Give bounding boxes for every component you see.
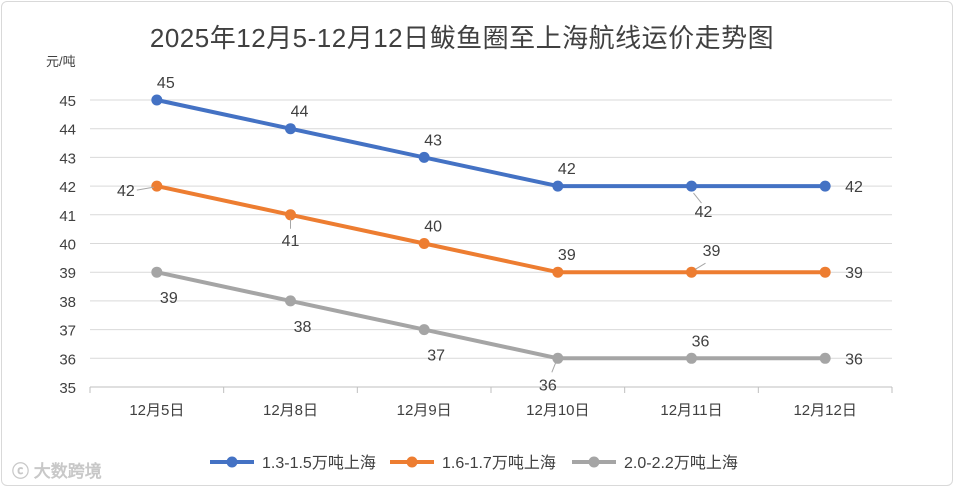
data-point: [819, 180, 831, 192]
y-tick-label: 42: [59, 179, 76, 196]
data-point: [686, 180, 697, 192]
y-tick-label: 44: [59, 122, 76, 139]
watermark-icon: ⓒ: [12, 462, 29, 481]
data-point: [552, 266, 564, 278]
series-line-2: [154, 184, 828, 275]
data-point: [686, 266, 697, 278]
data-point: [418, 238, 430, 249]
legend-label: 1.3-1.5万吨上海: [262, 454, 376, 472]
y-tick-label: 43: [59, 150, 76, 167]
legend-label: 2.0-2.2万吨上海: [624, 454, 738, 472]
x-tick-label: 12月9日: [397, 402, 452, 419]
watermark-logo: ⓒ 大数跨境: [12, 457, 102, 482]
data-point: [285, 123, 296, 135]
y-tick-label: 36: [59, 351, 76, 368]
y-tick-label: 40: [59, 237, 76, 254]
y-axis-label: 元/吨: [46, 54, 76, 69]
data-label: 38: [294, 319, 312, 336]
y-tick-label: 35: [59, 380, 76, 397]
y-tick-label: 41: [59, 208, 76, 225]
leader-line: [136, 186, 154, 191]
data-point: [819, 352, 831, 364]
y-tick-label: 39: [59, 265, 76, 282]
data-label: 39: [160, 290, 178, 307]
data-label: 43: [424, 132, 442, 149]
series-lines: [151, 94, 831, 364]
legend-swatch-marker: [226, 456, 238, 468]
data-label: 36: [692, 333, 710, 350]
legend-swatch-marker: [406, 456, 418, 468]
legend-swatch-marker: [588, 456, 600, 468]
data-label: 36: [539, 377, 557, 394]
gridlines: [90, 99, 892, 359]
leader-line: [551, 362, 557, 373]
data-point: [285, 295, 296, 307]
series-line-3: [154, 270, 828, 361]
data-label: 42: [117, 183, 135, 200]
y-tick-label: 37: [59, 323, 76, 340]
data-label: 44: [291, 104, 309, 121]
data-label: 39: [703, 243, 721, 260]
leader-line: [695, 262, 706, 270]
data-point: [819, 266, 831, 278]
x-tick-label: 12月8日: [263, 402, 318, 419]
series-line-1: [154, 98, 828, 189]
data-point: [151, 266, 163, 278]
data-point: [418, 324, 430, 336]
data-point: [285, 209, 296, 221]
x-tick-label: 12月11日: [660, 402, 722, 419]
data-label: 40: [424, 219, 442, 236]
data-label: 42: [845, 179, 863, 196]
data-label: 45: [157, 75, 175, 92]
axes: 35 36 37 38 39 40 41 42 43 44 45 12月5日 12月8日 12月9日 12月…: [46, 54, 893, 419]
legend-label: 1.6-1.7万吨上海: [442, 454, 556, 472]
data-label: 36: [845, 351, 863, 368]
x-tick-label: 12月12日: [793, 402, 856, 419]
data-point: [151, 180, 163, 192]
data-label: 39: [845, 265, 863, 282]
y-tick-label: 45: [59, 93, 76, 110]
data-point: [686, 352, 697, 364]
data-label: 42: [695, 204, 713, 221]
leader-line: [693, 192, 702, 204]
watermark-text: 大数跨境: [33, 462, 102, 481]
x-tick-label: 12月10日: [526, 402, 589, 419]
data-point: [151, 94, 163, 106]
data-label: 41: [282, 233, 300, 250]
chart-title: 2025年12月5-12月12日鲅鱼圈至上海航线运价走势图: [149, 23, 775, 53]
data-label: 37: [427, 348, 445, 365]
data-label: 42: [558, 161, 576, 178]
data-point: [418, 151, 430, 163]
data-point: [552, 180, 564, 192]
data-point: [552, 352, 564, 364]
x-tick-label: 12月5日: [129, 402, 184, 419]
legend: 1.3-1.5万吨上海 1.6-1.7万吨上海 2.0-2.2万吨上海: [210, 454, 738, 472]
y-tick-label: 38: [59, 294, 76, 311]
data-labels: 45 44 43 42 42 42 42 41 40 39 39 39 39 38 37 36 36 36: [117, 75, 863, 394]
data-label: 39: [558, 247, 576, 264]
